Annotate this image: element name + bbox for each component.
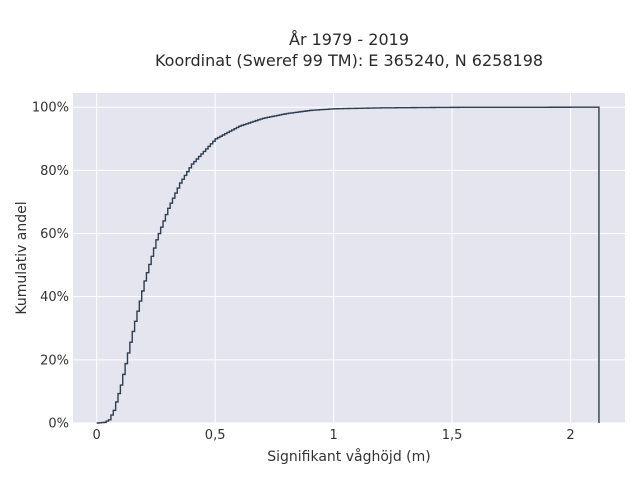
gridlines [73,93,625,424]
y-axis-title: Kumulativ andel [14,201,30,314]
y-tick-label: 60% [40,227,69,242]
y-tick-label: 40% [40,290,69,305]
y-tick-label: 20% [40,353,69,368]
chart-title-line-1: År 1979 - 2019 [289,30,409,49]
x-tick-label: 1,5 [442,428,463,443]
y-tick-label: 80% [40,164,69,179]
x-tick-label: 0,5 [205,428,226,443]
x-axis-title: Signifikant våghöjd (m) [267,448,430,465]
cdf-series-line [96,106,600,424]
x-tick-label: 2 [566,428,574,443]
tick-labels: 0 0,5 1 1,5 20%20%40%60%80%100% [32,101,575,443]
plot-area [73,93,625,423]
chart-title-line-2: Koordinat (Sweref 99 TM): E 365240, N 62… [155,51,543,70]
y-tick-label: 0% [48,417,69,432]
x-tick-label: 0 [93,428,101,443]
x-tick-label: 1 [329,428,337,443]
series-layer [96,106,600,424]
y-tick-label: 100% [32,101,69,116]
